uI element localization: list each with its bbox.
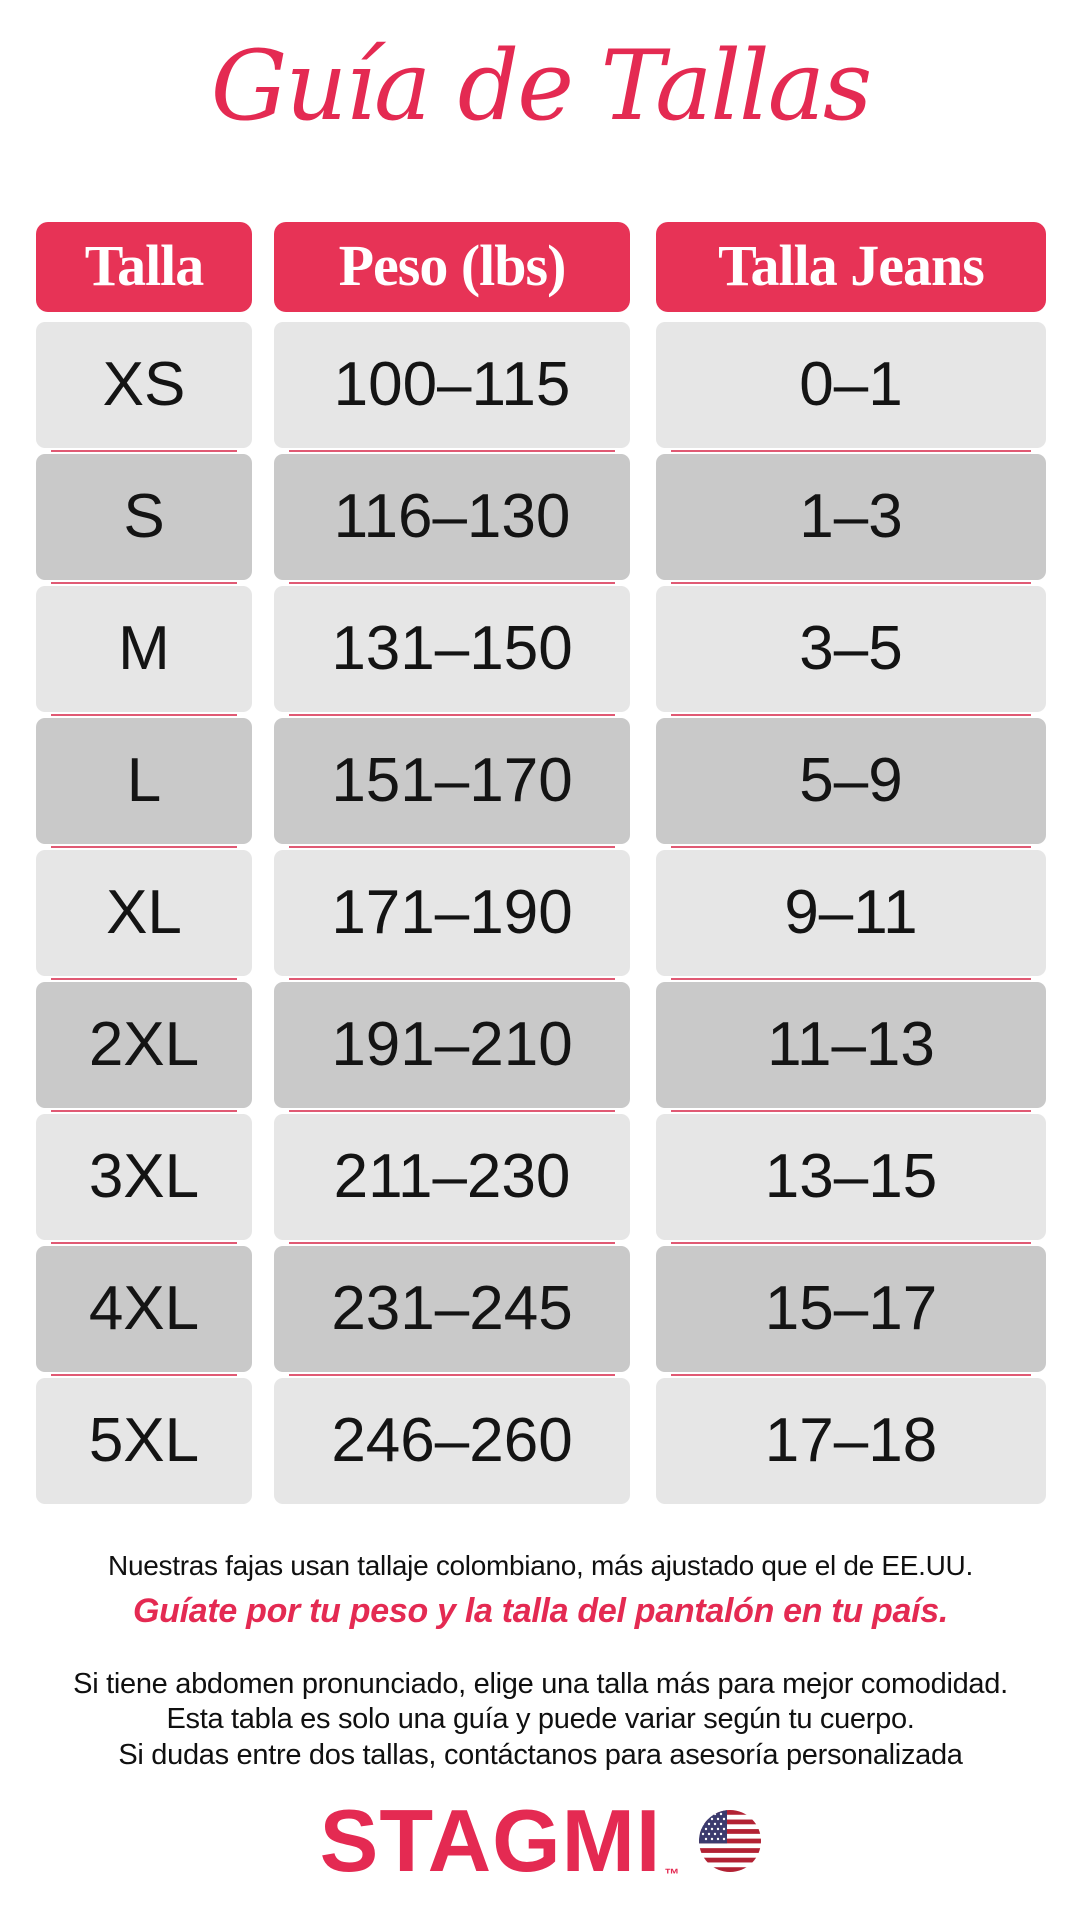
note-tip-2: Esta tabla es solo una guía y puede vari… xyxy=(166,1703,915,1736)
jeans-cell: 1–3 xyxy=(656,454,1046,580)
row-separator xyxy=(274,1240,630,1246)
note-highlight: Guíate por tu peso y la talla del pantal… xyxy=(132,1592,949,1630)
column-header-jeans: Talla Jeans xyxy=(656,222,1046,312)
footer-notes: Nuestras fajas usan tallaje colombiano, … xyxy=(0,1550,1081,1773)
column-jeans: Talla Jeans 0–1 1–3 3–5 5–9 9–11 11–13 1… xyxy=(656,222,1046,1504)
jeans-cell: 3–5 xyxy=(656,586,1046,712)
talla-cell: XL xyxy=(36,850,252,976)
row-separator xyxy=(656,1240,1046,1246)
peso-cell: 246–260 xyxy=(274,1378,630,1504)
note-tips: Si tiene abdomen pronunciado, elige una … xyxy=(0,1667,1081,1773)
row-separator xyxy=(36,1108,252,1114)
row-separator xyxy=(36,448,252,454)
page-title: Guía de Tallas xyxy=(210,30,872,142)
row-separator xyxy=(274,448,630,454)
peso-cell: 171–190 xyxy=(274,850,630,976)
us-flag-icon xyxy=(699,1810,762,1873)
peso-cell: 131–150 xyxy=(274,586,630,712)
talla-cell: S xyxy=(36,454,252,580)
row-separator xyxy=(274,1372,630,1378)
peso-cell: 116–130 xyxy=(274,454,630,580)
row-separator xyxy=(656,844,1046,850)
row-separator xyxy=(36,580,252,586)
talla-cell: L xyxy=(36,718,252,844)
row-separator xyxy=(36,1240,252,1246)
brand-logo: STAGMI ™ xyxy=(0,1797,1081,1885)
column-header-talla: Talla xyxy=(36,222,252,312)
row-separator xyxy=(656,1372,1046,1378)
jeans-cell: 13–15 xyxy=(656,1114,1046,1240)
peso-cell: 191–210 xyxy=(274,982,630,1108)
row-separator xyxy=(36,844,252,850)
talla-cell: XS xyxy=(36,322,252,448)
row-separator xyxy=(36,976,252,982)
row-separator xyxy=(36,712,252,718)
talla-cell: 4XL xyxy=(36,1246,252,1372)
column-peso: Peso (lbs) 100–115 116–130 131–150 151–1… xyxy=(274,222,630,1504)
row-separator xyxy=(274,712,630,718)
row-separator xyxy=(656,712,1046,718)
row-separator xyxy=(656,1108,1046,1114)
note-tip-3: Si dudas entre dos tallas, contáctanos p… xyxy=(118,1738,963,1771)
row-separator xyxy=(656,448,1046,454)
peso-cell: 151–170 xyxy=(274,718,630,844)
size-table: Talla XS S M L XL 2XL 3XL 4XL 5XL Peso (… xyxy=(0,222,1081,1504)
peso-cell: 100–115 xyxy=(274,322,630,448)
row-separator xyxy=(274,844,630,850)
peso-cell: 211–230 xyxy=(274,1114,630,1240)
jeans-cell: 17–18 xyxy=(656,1378,1046,1504)
jeans-cell: 0–1 xyxy=(656,322,1046,448)
talla-cell: 2XL xyxy=(36,982,252,1108)
note-tip-1: Si tiene abdomen pronunciado, elige una … xyxy=(73,1668,1008,1700)
row-separator xyxy=(274,976,630,982)
talla-cell: 5XL xyxy=(36,1378,252,1504)
column-talla: Talla XS S M L XL 2XL 3XL 4XL 5XL xyxy=(36,222,252,1504)
brand-name: STAGMI xyxy=(319,1791,662,1891)
jeans-cell: 9–11 xyxy=(656,850,1046,976)
talla-cell: 3XL xyxy=(36,1114,252,1240)
row-separator xyxy=(656,580,1046,586)
note-intro: Nuestras fajas usan tallaje colombiano, … xyxy=(108,1550,973,1581)
row-separator xyxy=(36,1372,252,1378)
peso-cell: 231–245 xyxy=(274,1246,630,1372)
trademark-symbol: ™ xyxy=(664,1866,680,1884)
jeans-cell: 15–17 xyxy=(656,1246,1046,1372)
row-separator xyxy=(656,976,1046,982)
row-separator xyxy=(274,1108,630,1114)
jeans-cell: 11–13 xyxy=(656,982,1046,1108)
row-separator xyxy=(274,580,630,586)
column-header-peso: Peso (lbs) xyxy=(274,222,630,312)
jeans-cell: 5–9 xyxy=(656,718,1046,844)
talla-cell: M xyxy=(36,586,252,712)
